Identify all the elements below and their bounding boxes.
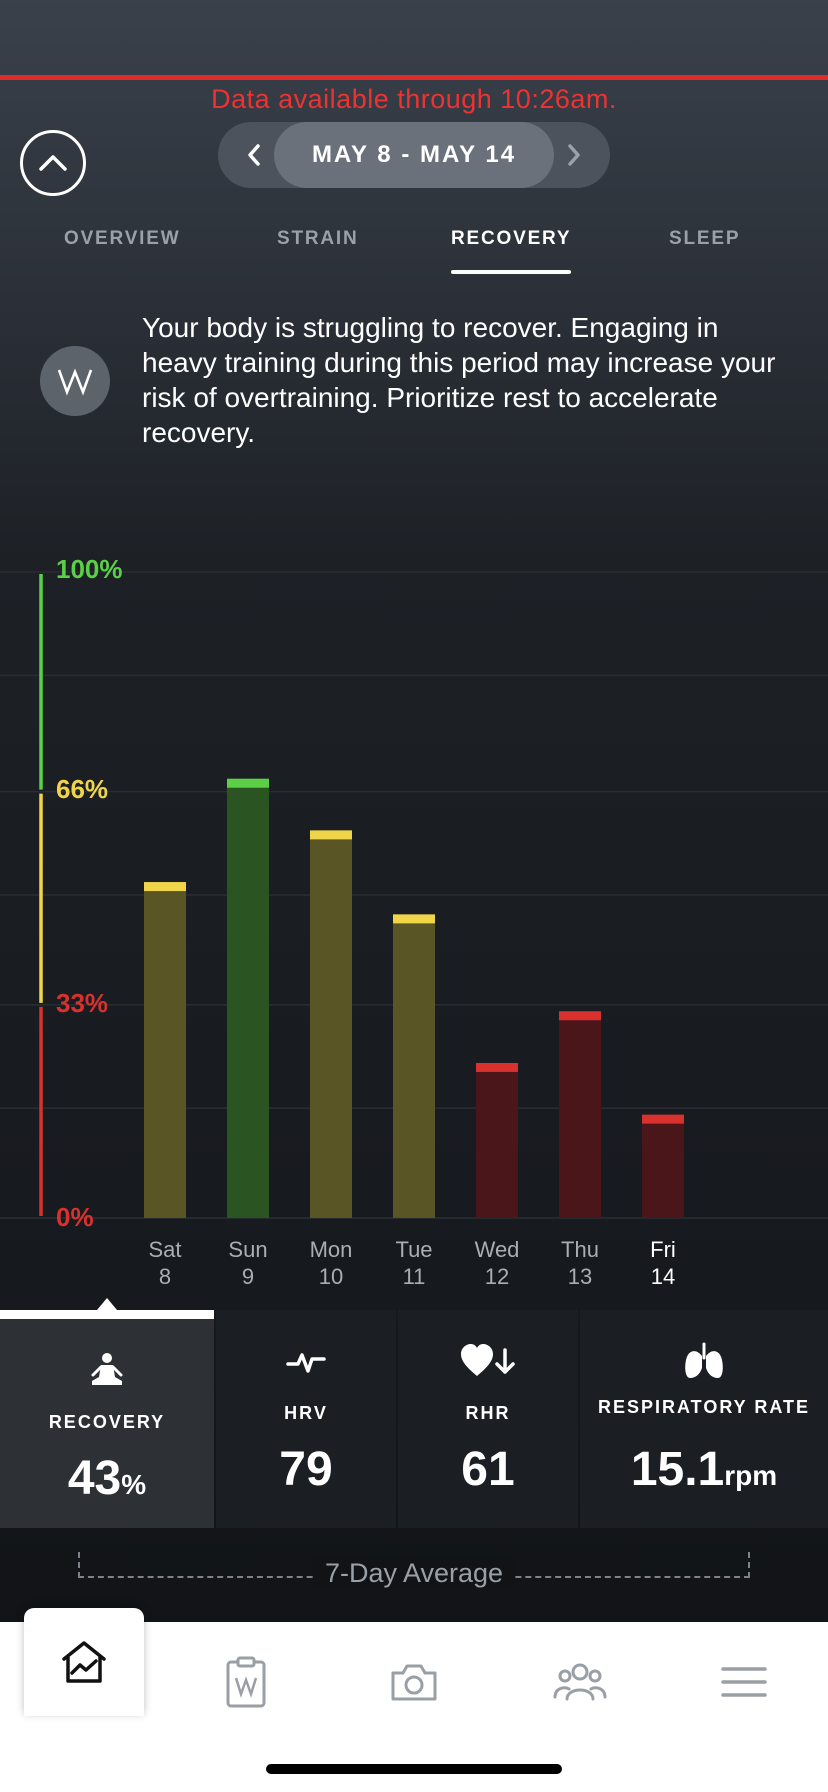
y-tick-label: 33% [56, 988, 109, 1018]
journal-icon [226, 1656, 266, 1708]
coach-logo-icon [40, 346, 110, 416]
day-name: Mon [309, 1237, 353, 1262]
heart-down-icon [398, 1340, 578, 1384]
hrv-value: 79 [279, 1443, 333, 1496]
respiratory-rate-tile[interactable]: RESPIRATORY RATE 15.1rpm [580, 1310, 828, 1528]
tile-value: 61 [398, 1442, 578, 1497]
day-name: Fri [650, 1237, 676, 1262]
tile-label: HRV [284, 1403, 328, 1423]
tab-strain[interactable]: STRAIN [277, 228, 359, 249]
status-line [0, 75, 828, 80]
day-name: Thu [561, 1237, 599, 1262]
x-tick-label: Tue 11 [379, 1236, 449, 1290]
recovery-bar-cap [144, 882, 186, 892]
lungs-icon [580, 1340, 828, 1384]
menu-icon [721, 1667, 767, 1697]
x-tick-label: Sat 8 [130, 1236, 200, 1290]
chevron-up-icon [39, 155, 67, 171]
day-number: 10 [318, 1264, 344, 1289]
rhr-value: 61 [461, 1443, 515, 1496]
recovery-insight-text: Your body is struggling to recover. Enga… [142, 312, 776, 448]
day-name: Sat [148, 1237, 182, 1262]
chevron-left-icon [248, 144, 260, 166]
day-number: 8 [158, 1264, 172, 1289]
previous-week-button[interactable] [226, 122, 282, 188]
recovery-bar [393, 914, 435, 1218]
home-icon [62, 1641, 106, 1683]
selected-tile-pointer [97, 1298, 117, 1310]
tab-sleep[interactable]: SLEEP [669, 228, 741, 249]
recovery-unit: % [121, 1469, 147, 1500]
recovery-bar [559, 1011, 601, 1218]
meditation-icon [0, 1349, 214, 1393]
hrv-tile[interactable]: HRV 79 [216, 1310, 396, 1528]
recovery-bar-cap [310, 830, 352, 840]
recovery-bar [227, 778, 269, 1218]
home-indicator [266, 1764, 562, 1774]
tile-value: 15.1rpm [580, 1442, 828, 1497]
nav-community[interactable] [520, 1622, 640, 1742]
day-number: 13 [567, 1264, 593, 1289]
day-number: 12 [484, 1264, 510, 1289]
x-tick-label: Mon 10 [296, 1236, 366, 1290]
recovery-bar [310, 830, 352, 1218]
day-name: Tue [395, 1237, 433, 1262]
tab-overview[interactable]: OVERVIEW [64, 228, 181, 249]
data-available-banner: Data available through 10:26am. [211, 84, 617, 114]
y-tick-label: 0% [56, 1202, 94, 1232]
x-tick-label: Thu 13 [545, 1236, 615, 1290]
date-range-selector: MAY 8 - MAY 14 [218, 122, 610, 188]
tile-label: RESPIRATORY RATE [597, 1397, 811, 1417]
chevron-right-icon [568, 144, 580, 166]
respiratory-rate-value: 15.1 [630, 1443, 725, 1496]
day-number: 14 [650, 1264, 676, 1289]
tab-recovery[interactable]: RECOVERY [451, 228, 572, 274]
nav-journal[interactable] [186, 1622, 306, 1742]
tile-label: RECOVERY [48, 1412, 166, 1432]
recovery-bar [476, 1062, 518, 1218]
recovery-bar-cap [642, 1114, 684, 1124]
date-range-label[interactable]: MAY 8 - MAY 14 [274, 122, 554, 188]
stats-tiles: RECOVERY 43% HRV 79 RHR 61 RESPI [0, 1310, 828, 1530]
pulse-icon [216, 1340, 396, 1384]
y-tick-label: 66% [56, 774, 109, 804]
day-number: 11 [402, 1264, 426, 1289]
recovery-bar [144, 882, 186, 1218]
recovery-bar-cap [227, 778, 269, 788]
section-tabs: OVERVIEW STRAIN RECOVERY SLEEP [0, 228, 828, 278]
seven-day-average-label: 7-Day Average [312, 1558, 516, 1588]
recovery-value: 43 [67, 1452, 122, 1505]
recovery-bar-cap [476, 1062, 518, 1072]
x-tick-label: Fri 14 [628, 1236, 698, 1290]
bottom-navigation [0, 1608, 828, 1792]
community-icon [553, 1663, 607, 1701]
next-week-button[interactable] [546, 122, 602, 188]
recovery-bar [642, 1114, 684, 1218]
day-number: 9 [241, 1264, 255, 1289]
recovery-chart: 100% 66% 33% 0% Sat 8 Sun 9 Mon 10 Tue 11 Wed 12 T… [0, 554, 828, 1290]
day-name: Sun [228, 1237, 268, 1262]
nav-menu[interactable] [684, 1622, 804, 1742]
camera-icon [391, 1664, 437, 1701]
rhr-tile[interactable]: RHR 61 [398, 1310, 578, 1528]
nav-camera[interactable] [354, 1622, 474, 1742]
average-label-wrapper: 7-Day Average [0, 1558, 828, 1589]
collapse-button[interactable] [20, 130, 86, 196]
y-tick-label: 100% [56, 554, 123, 584]
x-tick-label: Wed 12 [462, 1236, 532, 1290]
recovery-bar-cap [393, 914, 435, 924]
recovery-tile[interactable]: RECOVERY 43% [0, 1310, 214, 1528]
x-tick-label: Sun 9 [213, 1236, 283, 1290]
recovery-chart-canvas [0, 571, 828, 1219]
nav-home[interactable] [24, 1608, 144, 1716]
tile-value: 43% [0, 1451, 214, 1506]
recovery-bar-cap [559, 1011, 601, 1021]
day-name: Wed [474, 1237, 520, 1262]
respiratory-rate-unit: rpm [724, 1460, 778, 1491]
tile-label: RHR [465, 1403, 511, 1423]
tile-value: 79 [216, 1442, 396, 1497]
